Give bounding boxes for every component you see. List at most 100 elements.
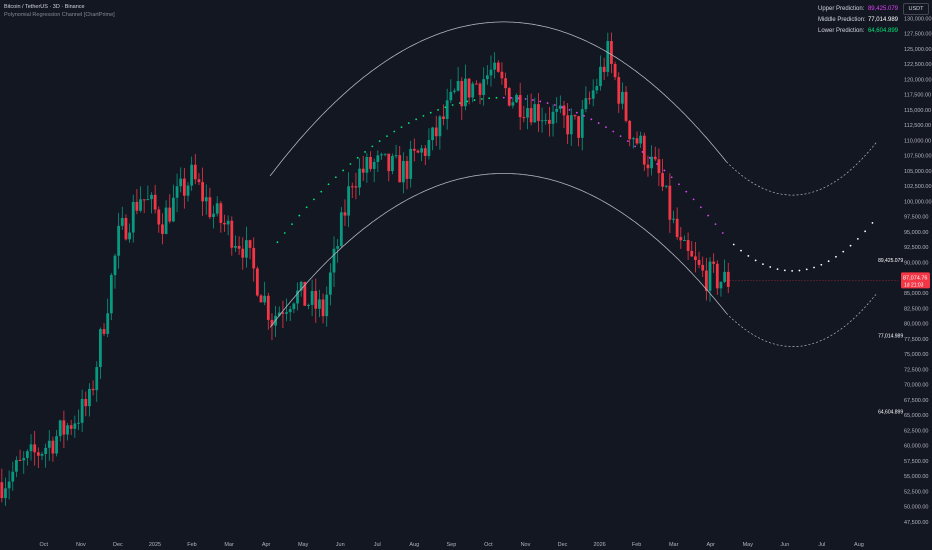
candle <box>511 102 515 106</box>
middle-regression-dot <box>305 206 308 209</box>
candle <box>701 264 705 271</box>
candle <box>223 222 226 225</box>
candle <box>91 388 95 391</box>
candle <box>584 98 588 110</box>
middle-regression-dot <box>429 111 432 114</box>
middle-regression-dot <box>699 206 702 209</box>
x-tick-label: Nov <box>76 542 86 548</box>
candle <box>580 109 584 138</box>
candle <box>712 261 716 264</box>
middle-regression-dot <box>517 97 520 100</box>
candle <box>445 100 449 120</box>
candle <box>679 236 683 241</box>
upper-prediction-row: Upper Prediction: 89,425.079 <box>818 4 898 15</box>
candle <box>142 199 146 201</box>
candle <box>387 153 391 172</box>
x-tick-label: Mar <box>224 542 234 548</box>
candle <box>77 422 80 424</box>
candle <box>102 329 106 334</box>
candle <box>215 203 219 214</box>
candle <box>555 108 559 112</box>
candle <box>697 259 701 265</box>
middle-regression-dot <box>524 98 527 100</box>
candle <box>372 161 376 169</box>
candle <box>281 312 285 314</box>
middle-prediction-row: Middle Prediction: 77,014.989 <box>818 15 898 26</box>
candle <box>245 240 248 258</box>
candle <box>113 255 117 276</box>
candle <box>715 263 719 289</box>
price-tag-box <box>901 272 930 289</box>
candle <box>29 444 33 452</box>
candle <box>547 119 551 124</box>
lower-forecast-line <box>726 293 877 347</box>
candle <box>496 62 500 72</box>
middle-prediction-label: Middle Prediction: <box>818 17 866 23</box>
x-tick-label: Sep <box>446 542 456 548</box>
candle <box>726 271 730 287</box>
candle <box>197 179 201 183</box>
candle <box>58 420 62 437</box>
y-tick-label: 107,500.00 <box>904 154 932 160</box>
y-tick-label: 90,000.00 <box>904 260 928 266</box>
candle <box>36 452 40 456</box>
candle <box>515 95 518 103</box>
middle-forecast-dot <box>762 263 764 266</box>
middle-regression-dot <box>407 122 410 124</box>
candle <box>230 220 234 248</box>
candle <box>18 459 22 461</box>
candle <box>686 240 690 251</box>
lower-prediction-value: 64,604.899 <box>867 28 898 34</box>
candle <box>47 440 51 448</box>
x-tick-label: Jul <box>818 542 825 548</box>
candle <box>500 71 504 79</box>
candle <box>252 247 256 269</box>
middle-regression-dot <box>459 102 461 104</box>
candle <box>135 201 139 211</box>
y-tick-label: 115,000.00 <box>904 108 931 114</box>
x-tick-label: Aug <box>854 542 864 548</box>
candle <box>361 168 365 173</box>
lower-prediction-chart-label: 64,604.899 <box>878 409 903 415</box>
candle <box>175 186 179 198</box>
candle <box>310 290 314 305</box>
candle <box>595 86 599 91</box>
x-tick-label: Dec <box>113 542 123 548</box>
candle <box>288 309 292 313</box>
x-tick-label: Dec <box>558 542 568 548</box>
candle <box>55 436 58 454</box>
currency-button[interactable]: USDT <box>903 3 929 15</box>
x-tick-label: Mar <box>669 542 679 548</box>
y-tick-label: 97,500.00 <box>904 215 928 221</box>
y-tick-label: 122,500.00 <box>904 62 932 68</box>
candle <box>675 218 679 237</box>
x-tick-label: Feb <box>632 542 641 548</box>
candle <box>613 63 617 78</box>
y-tick-label: 85,000.00 <box>904 291 928 297</box>
candle <box>117 225 121 256</box>
candle <box>234 245 237 248</box>
middle-regression-dot <box>349 163 352 165</box>
middle-regression-dot <box>656 163 658 165</box>
middle-forecast-dot <box>856 237 859 240</box>
candle <box>668 185 672 220</box>
middle-regression-dot <box>422 114 425 117</box>
candle <box>566 115 570 135</box>
y-tick-label: 47,500.00 <box>904 520 928 526</box>
middle-regression-dot <box>320 190 323 193</box>
y-tick-label: 57,500.00 <box>904 459 928 465</box>
candle <box>212 213 215 218</box>
candle <box>467 78 471 98</box>
middle-regression-dot <box>342 169 345 172</box>
candle <box>109 275 113 314</box>
candle <box>573 115 577 117</box>
candle <box>602 66 606 72</box>
candle <box>599 66 602 87</box>
middle-forecast-dot <box>747 255 750 257</box>
candle <box>617 77 621 104</box>
candle <box>128 232 131 240</box>
candle <box>307 304 310 306</box>
lower-channel-line <box>269 173 727 328</box>
candle <box>33 444 37 453</box>
